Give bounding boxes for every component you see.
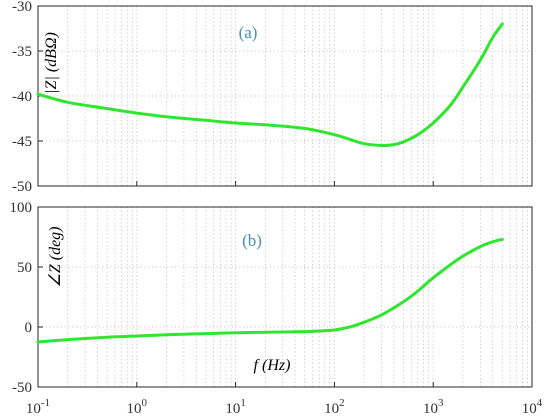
panel-a: -50 -45 -40 -35 -30 (a) |Z| (dBΩ) (12, 0, 533, 195)
y-ticks-a: -50 -45 -40 -35 -30 (12, 0, 43, 195)
y-ticks-b: -50 0 50 100 (10, 200, 43, 396)
x-tick-label: 104 (522, 397, 543, 417)
x-tick-label: 101 (225, 397, 246, 417)
plot-area-b (38, 207, 532, 387)
y-tick-label: -50 (12, 380, 32, 396)
x-axis-label: f (Hz) (254, 357, 291, 374)
x-ticks-b: 10-1 100 101 102 103 104 (26, 397, 543, 417)
y-tick-label: -30 (12, 0, 32, 15)
series-line-b (36, 237, 504, 344)
panel-b: -50 0 50 100 10-1 100 101 102 103 104 (b) ∠Z (de… (10, 200, 543, 417)
y-tick-label: -40 (12, 89, 32, 105)
panel-tag-a: (a) (239, 23, 258, 42)
y-axis-label-a: |Z| (dBΩ) (43, 32, 60, 94)
x-tick-label: 102 (324, 397, 345, 417)
axes-box-b (37, 206, 533, 388)
x-tick-label: 103 (423, 397, 444, 417)
y-axis-label-b: ∠Z (deg) (47, 227, 64, 288)
y-tick-label: -35 (12, 44, 32, 60)
y-tick-label: -50 (12, 179, 32, 195)
y-tick-label: -45 (12, 134, 32, 150)
panel-tag-b: (b) (242, 231, 262, 250)
y-tick-label: 100 (10, 200, 33, 216)
y-tick-label: 0 (25, 320, 33, 336)
x-tick-label: 10-1 (26, 397, 50, 417)
series-line-a (36, 22, 504, 148)
x-tick-label: 100 (127, 397, 148, 417)
y-tick-label: 50 (17, 260, 32, 276)
